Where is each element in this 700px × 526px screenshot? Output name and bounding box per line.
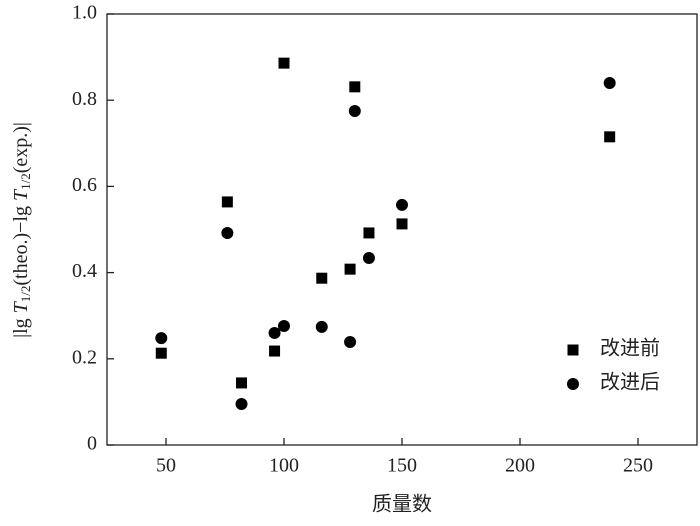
- marker: [155, 347, 167, 359]
- y-tick-label: 1.0: [72, 2, 97, 24]
- marker: [603, 76, 616, 89]
- legend-marker: [567, 378, 579, 390]
- y-label-part: T: [10, 300, 32, 313]
- marker: [316, 272, 328, 284]
- y-tick-label: 0.2: [72, 346, 97, 368]
- marker: [604, 131, 616, 143]
- x-tick-label: 50: [156, 455, 176, 477]
- y-tick-label: 0.8: [72, 88, 97, 110]
- x-tick-label: 100: [269, 455, 299, 477]
- marker: [268, 326, 281, 339]
- y-label-part: T: [10, 188, 32, 201]
- marker: [396, 198, 408, 211]
- y-label-part: (theo.)−lg: [10, 201, 32, 286]
- y-tick-label: 0: [87, 433, 97, 455]
- marker: [221, 226, 234, 239]
- marker: [155, 332, 168, 345]
- y-label-part: 1/2: [18, 286, 33, 303]
- y-label-part: (exp.)|: [10, 122, 32, 173]
- marker: [278, 57, 290, 69]
- y-label-part: 1/2: [18, 173, 33, 190]
- x-axis-label: 质量数: [372, 493, 432, 516]
- marker: [363, 227, 375, 239]
- marker: [269, 345, 281, 357]
- x-tick-label: 200: [505, 455, 535, 477]
- y-tick-label: 0.4: [72, 260, 97, 282]
- marker: [344, 335, 357, 348]
- marker: [278, 320, 290, 333]
- legend-marker: [567, 344, 579, 356]
- marker: [396, 218, 408, 230]
- y-label-part: |lg: [10, 313, 32, 338]
- marker: [344, 263, 356, 275]
- marker: [349, 81, 361, 93]
- x-tick-label: 250: [623, 455, 653, 477]
- marker: [362, 251, 375, 264]
- legend-label: 改进前: [600, 337, 660, 360]
- x-tick-label: 150: [387, 455, 417, 477]
- y-tick-label: 0.6: [72, 174, 97, 196]
- marker: [348, 104, 361, 117]
- marker: [221, 196, 233, 208]
- marker: [236, 377, 248, 389]
- marker: [235, 398, 248, 411]
- y-axis-label: |lg T1/2(theo.)−lg T1/2(exp.)|: [10, 122, 33, 338]
- legend-label: 改进后: [600, 371, 660, 394]
- marker: [315, 320, 328, 333]
